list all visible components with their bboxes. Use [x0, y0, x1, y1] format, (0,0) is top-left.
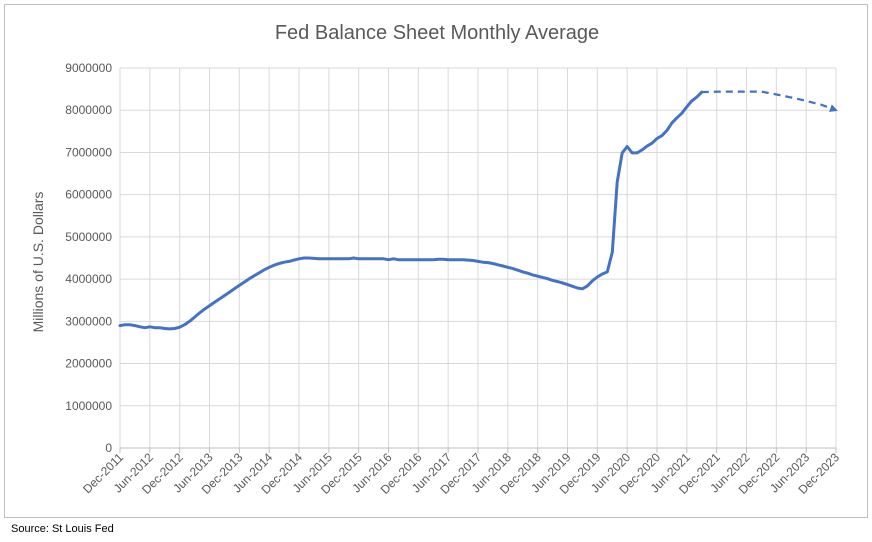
- y-axis-label: Millions of U.S. Dollars: [30, 192, 46, 333]
- gridlines: [119, 67, 837, 448]
- series-lines: [118, 90, 838, 331]
- balance-sheet-line: [118, 90, 704, 331]
- y-tick-label: 7000000: [65, 145, 112, 159]
- projection-line: [701, 90, 838, 112]
- y-tick-labels: 0 1000000 2000000 3000000 4000000 5000000 6000…: [65, 61, 112, 455]
- y-tick-label: 1000000: [65, 399, 112, 413]
- chart-title: Fed Balance Sheet Monthly Average: [275, 22, 599, 44]
- line-chart: Fed Balance Sheet Monthly Average Millio…: [30, 22, 842, 497]
- y-tick-label: 3000000: [65, 314, 112, 328]
- axes: [119, 447, 837, 453]
- chart-frame: Fed Balance Sheet Monthly Average Millio…: [4, 4, 868, 518]
- source-note: Source: St Louis Fed: [11, 523, 114, 535]
- y-tick-label: 5000000: [65, 230, 112, 244]
- y-tick-label: 6000000: [65, 188, 112, 202]
- y-tick-label: 2000000: [65, 357, 112, 371]
- y-tick-label: 8000000: [65, 103, 112, 117]
- y-tick-label: 0: [105, 441, 112, 455]
- x-tick-labels: Dec-2011Jun-2012Dec-2012Jun-2013Dec-2013…: [80, 450, 842, 497]
- y-tick-label: 9000000: [65, 61, 112, 75]
- y-tick-label: 4000000: [65, 272, 112, 286]
